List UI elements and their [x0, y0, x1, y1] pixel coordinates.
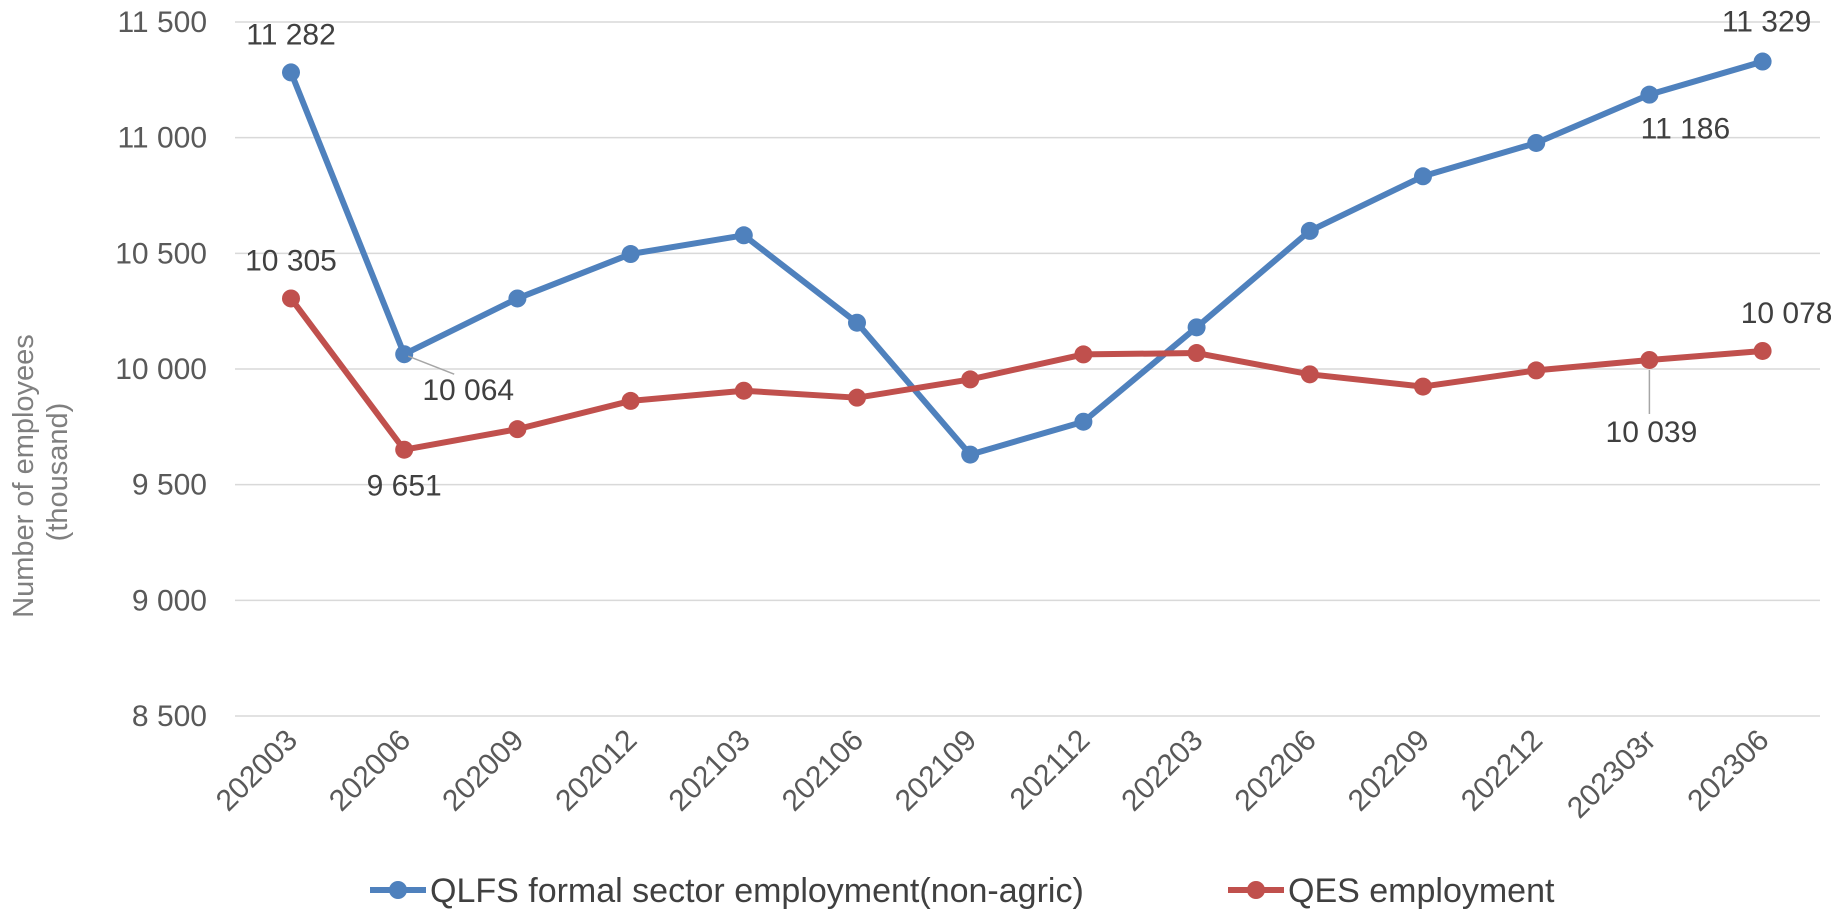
data-point	[1414, 377, 1432, 396]
series-2	[282, 289, 1772, 459]
data-point	[734, 381, 753, 400]
x-tick-label: 202006	[323, 724, 417, 818]
data-label: 9 651	[367, 470, 442, 503]
data-point	[395, 440, 414, 459]
data-point	[848, 313, 866, 332]
x-tick-label: 202109	[889, 724, 983, 818]
y-tick-label: 11 500	[117, 6, 207, 39]
legend-item-1: QLFS formal sector employment(non-agric)	[370, 872, 1084, 910]
data-point	[1527, 133, 1546, 152]
data-labels: 11 282 10 064 11 186 11 329 10 305 9 651 10 03…	[245, 6, 1831, 503]
data-label: 11 282	[246, 18, 336, 51]
x-tick-label: 202103	[663, 724, 757, 818]
legend-item-2: QES employment	[1228, 872, 1555, 910]
x-tick-label: 202212	[1455, 724, 1549, 818]
y-tick-label: 10 000	[115, 353, 207, 386]
y-tick-label: 11 000	[117, 122, 207, 155]
x-tick-label: 202303r	[1561, 724, 1662, 825]
x-tick-label: 202106	[776, 724, 870, 818]
data-point	[1187, 344, 1206, 363]
data-point	[621, 391, 640, 410]
data-point	[1074, 345, 1093, 364]
legend-label: QES employment	[1288, 872, 1555, 910]
data-point	[1300, 365, 1319, 384]
data-point	[282, 289, 300, 308]
legend-swatch-marker	[389, 881, 407, 899]
data-point	[1414, 167, 1432, 186]
x-tick-label: 202009	[436, 724, 530, 818]
data-label: 11 329	[1722, 6, 1812, 39]
data-point	[1753, 52, 1772, 71]
data-point	[961, 445, 980, 464]
data-point	[1074, 412, 1093, 431]
legend: QLFS formal sector employment(non-agric)…	[370, 872, 1555, 910]
x-tick-label: 202112	[1004, 724, 1097, 817]
data-label: 11 186	[1641, 113, 1731, 146]
data-point	[1187, 318, 1206, 337]
x-tick-label: 202209	[1342, 724, 1436, 818]
series-line	[288, 295, 1766, 453]
data-point	[734, 226, 753, 245]
data-label: 10 064	[422, 374, 514, 407]
x-tick-label: 202306	[1681, 724, 1775, 818]
y-tick-label: 8 500	[132, 700, 207, 733]
series-group	[282, 52, 1772, 464]
x-tick-label: 202012	[549, 724, 643, 818]
leader-line	[407, 355, 455, 375]
data-point	[848, 388, 866, 407]
x-tick-label: 202206	[1229, 724, 1323, 818]
data-point	[1300, 221, 1319, 240]
y-axis-ticks: 8 500 9 000 9 500 10 000 10 500 11 000 11 500	[115, 6, 207, 733]
data-point	[961, 370, 980, 389]
series-line	[288, 58, 1766, 458]
x-axis-ticks: 202003 202006 202009 202012 202103 202106 2021…	[210, 724, 1776, 825]
data-point	[1753, 341, 1772, 360]
y-axis-title: Number of employees (thousand)	[8, 326, 74, 618]
y-tick-label: 10 500	[115, 237, 207, 270]
data-point	[282, 63, 300, 82]
data-label: 10 039	[1606, 416, 1698, 449]
y-axis-title-line-2: (thousand)	[42, 403, 74, 542]
data-point	[1527, 361, 1546, 380]
y-tick-label: 9 000	[132, 584, 207, 617]
data-point	[1640, 85, 1659, 104]
legend-swatch-marker	[1247, 881, 1265, 899]
data-label: 10 078	[1741, 297, 1831, 330]
x-tick-label: 202003	[210, 724, 304, 818]
y-axis-title-line-1: Number of employees	[8, 334, 40, 618]
data-point	[395, 345, 414, 364]
series-1	[282, 52, 1772, 464]
data-label: 10 305	[245, 244, 337, 277]
x-tick-label: 202203	[1115, 724, 1209, 818]
data-point	[508, 289, 527, 308]
legend-label: QLFS formal sector employment(non-agric)	[430, 872, 1084, 910]
data-point	[1640, 350, 1659, 369]
y-tick-label: 9 500	[132, 469, 207, 502]
data-point	[508, 420, 527, 439]
gridlines	[235, 21, 1820, 717]
data-point	[621, 245, 640, 264]
